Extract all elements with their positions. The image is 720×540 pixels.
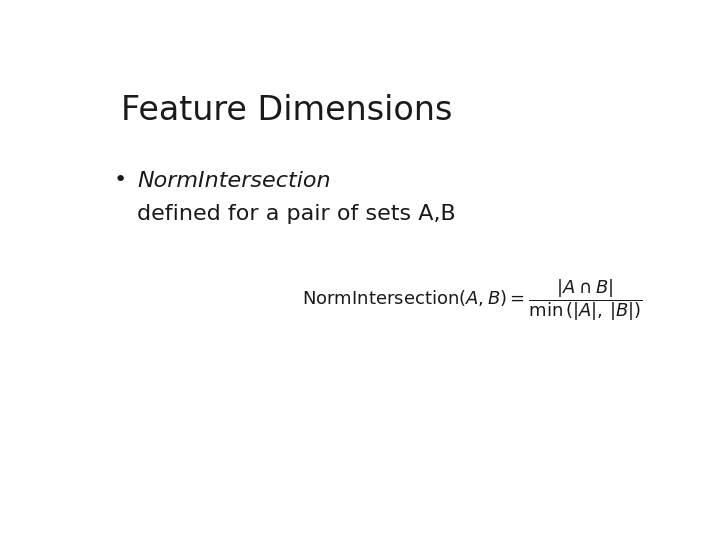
Text: Feature Dimensions: Feature Dimensions [121,94,452,127]
Text: defined for a pair of sets A,B: defined for a pair of sets A,B [138,204,456,224]
Text: $\mathrm{NormIntersection}(A, B) = \dfrac{|A \cap B|}{\min\,(|A|,\,|B|)}$: $\mathrm{NormIntersection}(A, B) = \dfra… [302,277,642,322]
Text: NormIntersection: NormIntersection [138,171,331,191]
Text: •: • [114,170,127,190]
